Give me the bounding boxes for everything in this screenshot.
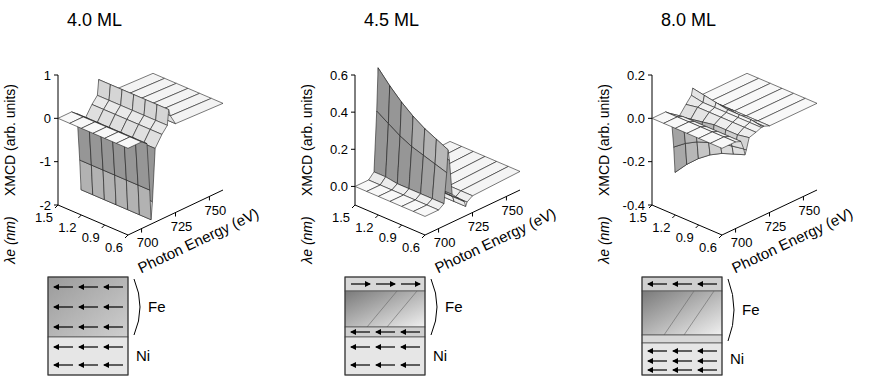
svg-text:4.0 ML: 4.0 ML [67,10,122,30]
svg-text:0.6: 0.6 [105,240,123,255]
svg-text:0.9: 0.9 [379,230,397,245]
svg-text:0.6: 0.6 [699,240,717,255]
svg-text:λe (nm): λe (nm) [2,216,18,264]
svg-text:0.4: 0.4 [330,105,348,120]
svg-text:Ni: Ni [730,350,744,367]
svg-text:XMCD (arb. units): XMCD (arb. units) [596,84,612,196]
svg-text:700: 700 [434,235,456,250]
svg-text:Ni: Ni [136,347,150,364]
svg-text:XMCD (arb. units): XMCD (arb. units) [2,84,18,196]
svg-text:8.0 ML: 8.0 ML [661,10,716,30]
svg-text:1.2: 1.2 [652,220,670,235]
svg-text:0.6: 0.6 [402,240,420,255]
svg-text:0: 0 [44,111,51,126]
svg-text:Fe: Fe [445,298,463,315]
svg-text:1: 1 [44,68,51,83]
svg-text:Photon Energy (eV): Photon Energy (eV) [135,204,261,275]
svg-text:700: 700 [731,235,753,250]
svg-text:-0.4: -0.4 [622,197,645,213]
svg-text:-2: -2 [39,197,51,213]
svg-text:0.9: 0.9 [82,230,100,245]
svg-text:1.5: 1.5 [35,210,53,225]
svg-text:4.5 ML: 4.5 ML [364,10,419,30]
svg-text:Photon Energy (eV): Photon Energy (eV) [729,204,855,275]
svg-text:750: 750 [205,203,227,218]
svg-text:-1: -1 [39,154,51,169]
svg-text:0.9: 0.9 [676,230,694,245]
svg-text:0.0: 0.0 [330,179,348,194]
svg-text:750: 750 [502,203,524,218]
svg-text:1.2: 1.2 [58,220,76,235]
svg-text:λe (nm): λe (nm) [299,216,315,264]
svg-text:1.2: 1.2 [355,220,373,235]
svg-text:Fe: Fe [742,301,760,318]
svg-text:0.2: 0.2 [330,142,348,157]
svg-text:1.5: 1.5 [629,210,647,225]
svg-text:Photon Energy (eV): Photon Energy (eV) [432,204,558,275]
svg-text:Ni: Ni [433,347,447,364]
svg-text:XMCD (arb. units): XMCD (arb. units) [299,84,315,196]
svg-text:750: 750 [799,203,821,218]
svg-text:1.5: 1.5 [332,210,350,225]
svg-text:0.6: 0.6 [330,68,348,83]
svg-text:700: 700 [137,235,159,250]
svg-text:-0.2: -0.2 [623,154,645,169]
svg-text:0.2: 0.2 [627,68,645,83]
svg-text:0.0: 0.0 [627,111,645,126]
svg-text:725: 725 [468,219,490,234]
svg-text:725: 725 [765,219,787,234]
svg-text:λe (nm): λe (nm) [596,216,612,264]
svg-text:725: 725 [171,219,193,234]
svg-text:Fe: Fe [148,298,166,315]
